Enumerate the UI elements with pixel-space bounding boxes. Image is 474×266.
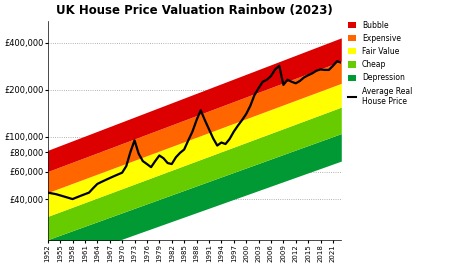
Title: UK House Price Valuation Rainbow (2023): UK House Price Valuation Rainbow (2023) bbox=[56, 4, 333, 17]
Legend: Bubble, Expensive, Fair Value, Cheap, Depression, Average Real
House Price: Bubble, Expensive, Fair Value, Cheap, De… bbox=[348, 20, 412, 106]
